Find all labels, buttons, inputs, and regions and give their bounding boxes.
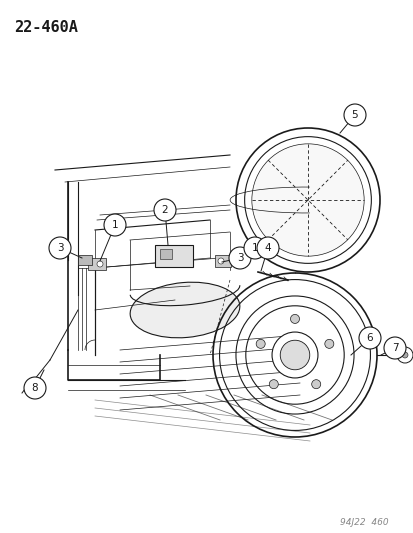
Text: 1: 1 [251,243,258,253]
Bar [214,255,230,267]
Bar [88,258,106,270]
Text: 5: 5 [351,110,357,120]
Bar [159,249,171,259]
Circle shape [311,379,320,389]
Circle shape [243,237,266,259]
Circle shape [154,199,176,221]
Circle shape [104,214,126,236]
Text: 3: 3 [236,253,243,263]
Text: 22-460A: 22-460A [14,20,78,35]
Circle shape [256,340,265,349]
Circle shape [383,337,405,359]
Text: 7: 7 [391,343,397,353]
Circle shape [256,237,278,259]
Circle shape [401,352,407,358]
Bar [78,255,92,265]
Circle shape [324,340,333,349]
Text: 4: 4 [264,243,271,253]
Circle shape [97,261,103,267]
Text: 8: 8 [32,383,38,393]
Circle shape [290,314,299,324]
Circle shape [268,379,278,389]
Circle shape [251,144,363,256]
Circle shape [218,258,223,264]
Circle shape [271,332,317,378]
FancyBboxPatch shape [154,245,192,267]
Text: 94J22  460: 94J22 460 [339,518,388,527]
Circle shape [228,247,250,269]
Circle shape [358,327,380,349]
Circle shape [49,237,71,259]
Ellipse shape [130,282,239,338]
Text: 1: 1 [112,220,118,230]
Circle shape [343,104,365,126]
Circle shape [280,340,309,370]
Circle shape [396,347,412,363]
Circle shape [24,377,46,399]
Text: 6: 6 [366,333,373,343]
Text: 3: 3 [57,243,63,253]
Text: 2: 2 [161,205,168,215]
